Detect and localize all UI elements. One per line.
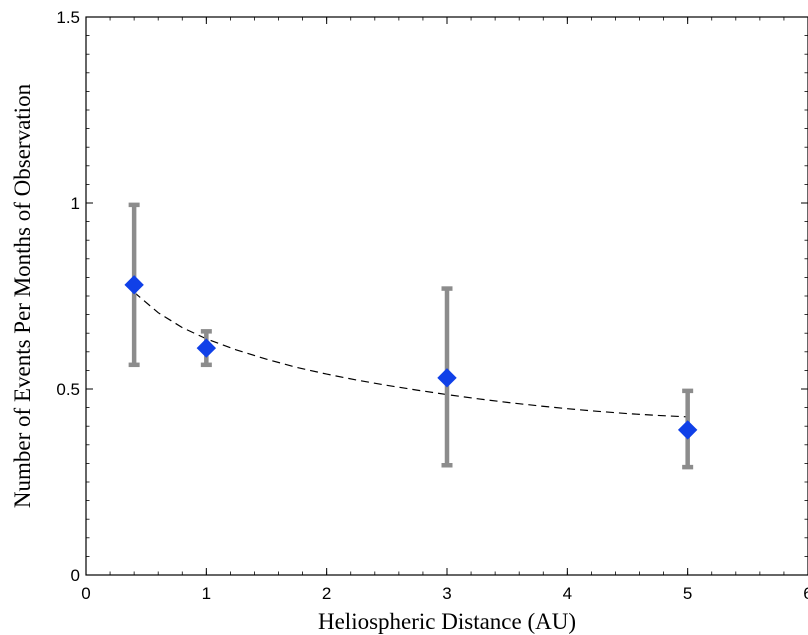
fit-curve (133, 291, 688, 418)
fit-curve-group (133, 291, 688, 418)
x-tick-label: 3 (442, 584, 451, 603)
y-axis-title: Number of Events Per Months of Observati… (10, 83, 35, 508)
x-tick-label: 5 (683, 584, 692, 603)
x-tick-label: 4 (563, 584, 572, 603)
data-point (677, 420, 698, 440)
x-tick-label: 6 (803, 584, 808, 603)
y-tick-label: 1.5 (56, 8, 80, 27)
x-tick-label: 2 (322, 584, 331, 603)
y-tick-label: 1 (71, 194, 80, 213)
data-point (437, 368, 457, 388)
data-point (124, 275, 144, 295)
x-axis-title: Heliospheric Distance (AU) (318, 609, 576, 634)
y-tick-label: 0 (71, 566, 80, 585)
y-tick-label: 0.5 (56, 380, 80, 399)
x-tick-label: 0 (81, 584, 90, 603)
marker-group (124, 275, 698, 440)
y-tick-labels: 0 0.5 1 1.5 (56, 8, 80, 585)
x-tick-labels: 0 1 2 3 4 5 6 (81, 584, 808, 603)
data-point (196, 338, 217, 358)
plot-frame (85, 16, 808, 576)
x-tick-label: 1 (202, 584, 211, 603)
